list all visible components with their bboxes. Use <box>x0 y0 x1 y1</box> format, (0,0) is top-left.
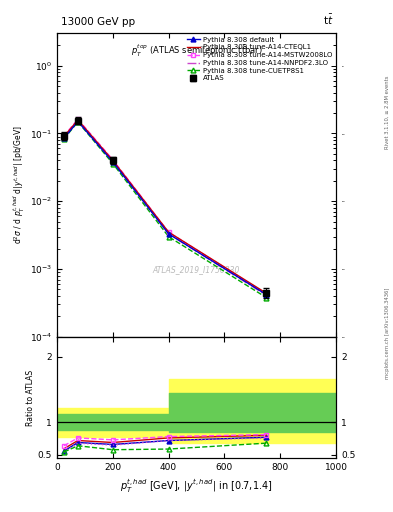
Text: $p_T^{top}$ (ATLAS semileptonic t$\bar{\rm t}$bar): $p_T^{top}$ (ATLAS semileptonic t$\bar{\… <box>130 42 263 59</box>
Pythia 8.308 tune-CUETP8S1 <box>75 119 80 125</box>
Y-axis label: d$^2\sigma$ / d $p_T^{t,had}$ d|$y^{t,had}$| [pb/GeV]: d$^2\sigma$ / d $p_T^{t,had}$ d|$y^{t,ha… <box>11 126 27 244</box>
Text: 13000 GeV pp: 13000 GeV pp <box>61 16 135 27</box>
Text: ATLAS_2019_I1750330: ATLAS_2019_I1750330 <box>153 266 240 274</box>
Pythia 8.308 tune-A14-NNPDF2.3LO <box>166 231 171 237</box>
Pythia 8.308 tune-CUETP8S1 <box>166 233 171 240</box>
Pythia 8.308 tune-A14-CTEQL1 <box>166 229 171 235</box>
Line: Pythia 8.308 tune-A14-NNPDF2.3LO: Pythia 8.308 tune-A14-NNPDF2.3LO <box>64 120 266 295</box>
Line: Pythia 8.308 tune-A14-CTEQL1: Pythia 8.308 tune-A14-CTEQL1 <box>64 120 266 293</box>
Pythia 8.308 default <box>264 291 269 297</box>
Pythia 8.308 tune-CUETP8S1 <box>264 294 269 301</box>
X-axis label: $p_T^{t,had}$ [GeV], $|y^{t,had}|$ in [0.7,1.4]: $p_T^{t,had}$ [GeV], $|y^{t,had}|$ in [0… <box>120 478 273 495</box>
Pythia 8.308 tune-A14-CTEQL1 <box>264 290 269 296</box>
Pythia 8.308 default <box>75 118 80 124</box>
Line: Pythia 8.308 tune-CUETP8S1: Pythia 8.308 tune-CUETP8S1 <box>62 119 269 300</box>
Pythia 8.308 tune-A14-MSTW2008LO <box>62 133 66 139</box>
Pythia 8.308 default <box>110 159 115 165</box>
Pythia 8.308 tune-CUETP8S1 <box>62 136 66 142</box>
Text: Rivet 3.1.10, ≥ 2.8M events: Rivet 3.1.10, ≥ 2.8M events <box>385 76 390 150</box>
Pythia 8.308 tune-A14-MSTW2008LO <box>264 291 269 297</box>
Pythia 8.308 tune-A14-CTEQL1 <box>110 157 115 163</box>
Pythia 8.308 tune-A14-MSTW2008LO <box>166 229 171 235</box>
Y-axis label: Ratio to ATLAS: Ratio to ATLAS <box>26 370 35 425</box>
Pythia 8.308 tune-A14-MSTW2008LO <box>75 116 80 122</box>
Pythia 8.308 default <box>62 135 66 141</box>
Pythia 8.308 tune-A14-MSTW2008LO <box>110 157 115 163</box>
Pythia 8.308 tune-A14-NNPDF2.3LO <box>110 158 115 164</box>
Pythia 8.308 tune-A14-NNPDF2.3LO <box>264 292 269 298</box>
Line: Pythia 8.308 default: Pythia 8.308 default <box>62 119 269 297</box>
Line: Pythia 8.308 tune-A14-MSTW2008LO: Pythia 8.308 tune-A14-MSTW2008LO <box>62 117 268 296</box>
Pythia 8.308 tune-A14-NNPDF2.3LO <box>75 117 80 123</box>
Pythia 8.308 tune-A14-CTEQL1 <box>62 134 66 140</box>
Pythia 8.308 tune-A14-NNPDF2.3LO <box>62 134 66 140</box>
Text: mcplots.cern.ch [arXiv:1306.3436]: mcplots.cern.ch [arXiv:1306.3436] <box>385 287 390 378</box>
Pythia 8.308 default <box>166 231 171 237</box>
Legend: Pythia 8.308 default, Pythia 8.308 tune-A14-CTEQL1, Pythia 8.308 tune-A14-MSTW20: Pythia 8.308 default, Pythia 8.308 tune-… <box>184 35 334 83</box>
Text: t$\bar{t}$: t$\bar{t}$ <box>323 12 333 27</box>
Pythia 8.308 tune-A14-CTEQL1 <box>75 117 80 123</box>
Pythia 8.308 tune-CUETP8S1 <box>110 160 115 166</box>
